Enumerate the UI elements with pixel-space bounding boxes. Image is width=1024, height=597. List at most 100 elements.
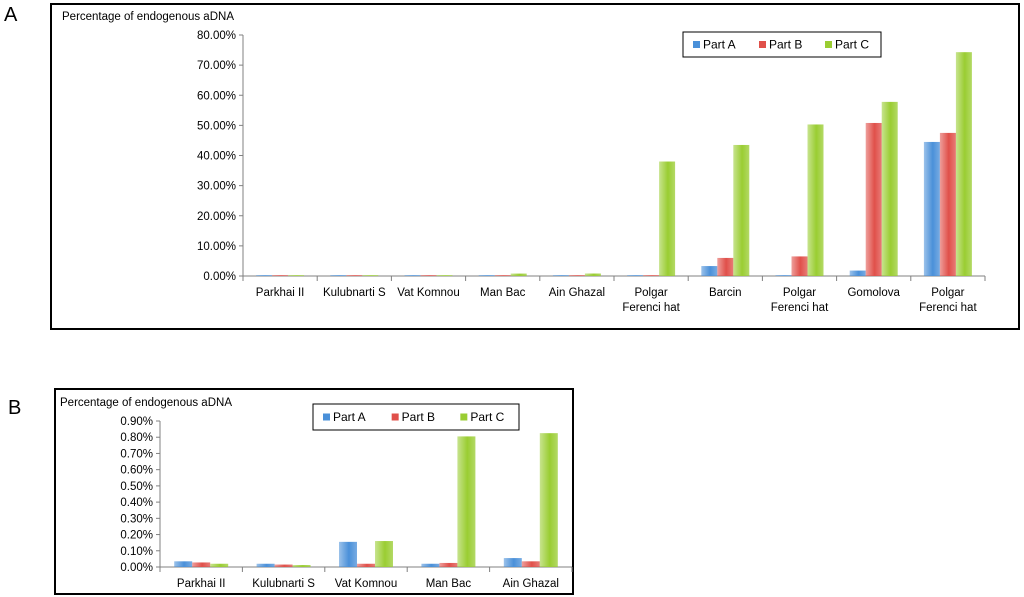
y-tick-label: 0.60% bbox=[120, 465, 153, 477]
bar-part-c bbox=[733, 144, 750, 276]
x-tick-label: Parkhai II bbox=[256, 287, 305, 299]
y-tick-label: 0.80% bbox=[120, 432, 153, 444]
legend-label: Part C bbox=[835, 38, 869, 52]
y-tick-label: 0.00% bbox=[120, 562, 153, 574]
x-tick-label: Kulubnarti S bbox=[323, 287, 386, 299]
legend-swatch bbox=[693, 41, 700, 48]
chart-frame bbox=[54, 388, 574, 595]
y-tick-label: 30.00% bbox=[197, 181, 236, 193]
bar-part-c bbox=[362, 275, 379, 276]
x-tick-label-line: Vat Komnou bbox=[335, 578, 397, 590]
x-tick-label: Polgar Ferenci hat bbox=[622, 287, 680, 314]
y-tick-label: 0.70% bbox=[120, 448, 153, 460]
bar-part-a bbox=[404, 275, 421, 276]
y-tick-label: 0.30% bbox=[120, 513, 153, 525]
bar-part-c bbox=[436, 275, 453, 276]
bar-part-a bbox=[701, 266, 718, 276]
x-tick-label-line: Barcin bbox=[709, 287, 742, 299]
x-tick-label: Vat Komnou bbox=[397, 287, 459, 299]
bar-part-c bbox=[292, 565, 311, 567]
y-tick-label: 0.40% bbox=[120, 497, 153, 509]
legend-label: Part B bbox=[402, 410, 435, 424]
bar-part-c bbox=[659, 161, 676, 276]
bar-part-b bbox=[865, 122, 882, 276]
bar-part-c bbox=[584, 273, 601, 276]
bar-part-b bbox=[357, 563, 375, 567]
y-tick-label: 0.50% bbox=[120, 481, 153, 493]
x-tick-label-line: Polgar bbox=[634, 287, 667, 299]
x-tick-label: Ain Ghazal bbox=[503, 578, 559, 590]
x-tick-label-line: Kulubnarti S bbox=[323, 287, 386, 299]
bar-part-b bbox=[439, 562, 458, 567]
y-tick-label: 60.00% bbox=[197, 90, 236, 102]
y-axis-label: Percentage of endogenous aDNA bbox=[62, 11, 234, 23]
legend-label: Part A bbox=[333, 410, 366, 424]
x-tick-label-line: Gomolova bbox=[847, 287, 900, 299]
y-tick-label: 0.20% bbox=[120, 530, 153, 542]
x-tick-label-line: Ain Ghazal bbox=[549, 287, 605, 299]
x-tick-label: Polgar Ferenci hat bbox=[919, 287, 977, 314]
x-tick-label: Kulubnarti S bbox=[252, 578, 315, 590]
panel-a-label: A bbox=[4, 4, 18, 26]
bar-part-b bbox=[346, 275, 363, 276]
bar-part-c bbox=[375, 541, 393, 567]
legend-swatch bbox=[759, 41, 766, 48]
bar-part-c bbox=[881, 101, 898, 276]
legend-swatch bbox=[323, 413, 330, 421]
x-tick-label: Ain Ghazal bbox=[549, 287, 605, 299]
legend: Part A Part B Part C bbox=[312, 403, 520, 431]
y-tick-label: 80.00% bbox=[197, 30, 236, 42]
y-axis-label: Percentage of endogenous aDNA bbox=[60, 397, 232, 409]
x-tick-label-line: Vat Komnou bbox=[397, 287, 459, 299]
bar-part-c bbox=[539, 433, 558, 567]
y-tick-label: 50.00% bbox=[197, 120, 236, 132]
bar-part-b bbox=[643, 275, 660, 276]
y-tick-label: 0.00% bbox=[203, 271, 236, 283]
bar-part-a bbox=[503, 558, 522, 567]
bar-part-b bbox=[420, 275, 437, 276]
legend: Part A Part B Part C bbox=[682, 31, 882, 58]
bar-part-a bbox=[421, 563, 440, 567]
x-tick-label-line: Man Bac bbox=[426, 578, 472, 590]
x-tick-label-line: Ferenci hat bbox=[771, 302, 829, 314]
x-tick-label-line: Parkhai II bbox=[177, 578, 226, 590]
y-tick-label: 10.00% bbox=[197, 241, 236, 253]
chart-b: Percentage of endogenous aDNA 0.00% 0.10% 0… bbox=[54, 388, 574, 595]
bar-part-b bbox=[192, 562, 211, 567]
x-tick-label: Parkhai II bbox=[177, 578, 226, 590]
bar-part-a bbox=[923, 141, 940, 276]
y-tick-label: 20.00% bbox=[197, 211, 236, 223]
x-tick-label: Man Bac bbox=[426, 578, 472, 590]
x-tick-label-line: Polgar bbox=[931, 287, 964, 299]
bar-part-a bbox=[849, 270, 866, 276]
bar-part-c bbox=[955, 52, 972, 276]
bar-part-a bbox=[256, 275, 273, 276]
bar-part-a bbox=[339, 541, 357, 567]
legend-swatch bbox=[825, 41, 832, 48]
y-tick-label: 0.90% bbox=[120, 416, 153, 428]
x-tick-label: Gomolova bbox=[847, 287, 900, 299]
y-tick-label: 40.00% bbox=[197, 151, 236, 163]
bar-part-b bbox=[717, 257, 734, 276]
bar-part-c bbox=[288, 275, 305, 276]
legend-swatch bbox=[391, 413, 399, 421]
bar-part-c bbox=[210, 563, 229, 567]
bar-part-c bbox=[807, 124, 824, 276]
x-tick-label-line: Ain Ghazal bbox=[503, 578, 559, 590]
bar-part-b bbox=[494, 275, 511, 276]
x-tick-label-line: Ferenci hat bbox=[622, 302, 680, 314]
x-tick-label-line: Kulubnarti S bbox=[252, 578, 315, 590]
bar-part-b bbox=[939, 132, 956, 276]
x-tick-label-line: Ferenci hat bbox=[919, 302, 977, 314]
bar-part-a bbox=[627, 275, 644, 276]
legend-swatch bbox=[460, 413, 468, 421]
legend-box bbox=[682, 31, 882, 58]
x-tick-label: Polgar Ferenci hat bbox=[771, 287, 829, 314]
y-tick-label: 0.10% bbox=[120, 546, 153, 558]
legend-label: Part A bbox=[703, 38, 736, 52]
x-tick-label-line: Polgar bbox=[783, 287, 816, 299]
x-tick-label-line: Man Bac bbox=[480, 287, 526, 299]
legend-box bbox=[312, 403, 520, 431]
bar-part-c bbox=[457, 436, 476, 567]
legend-label: Part B bbox=[769, 38, 802, 52]
